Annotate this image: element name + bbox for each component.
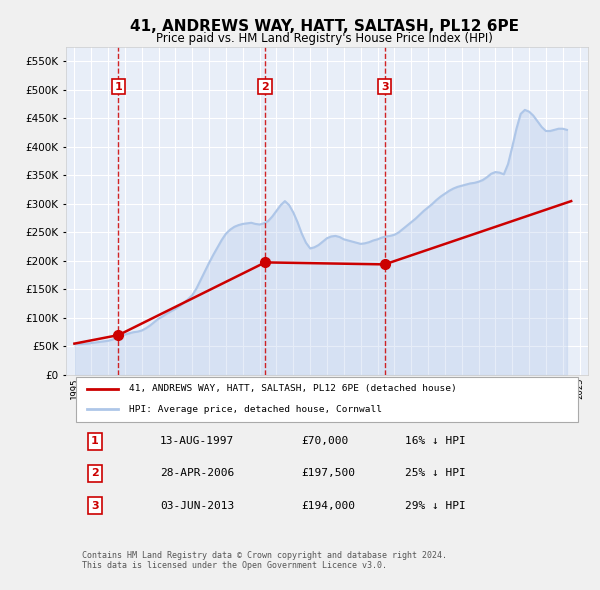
Text: 03-JUN-2013: 03-JUN-2013 [160,500,234,510]
Text: 2: 2 [91,468,98,478]
Text: 13-AUG-1997: 13-AUG-1997 [160,437,234,447]
Text: 3: 3 [381,81,388,91]
Text: 3: 3 [91,500,98,510]
FancyBboxPatch shape [76,378,578,422]
Text: Contains HM Land Registry data © Crown copyright and database right 2024.
This d: Contains HM Land Registry data © Crown c… [82,550,446,570]
Text: 1: 1 [91,437,98,447]
Text: £194,000: £194,000 [301,500,355,510]
Text: £197,500: £197,500 [301,468,355,478]
Text: 28-APR-2006: 28-APR-2006 [160,468,234,478]
Text: £70,000: £70,000 [301,437,348,447]
Text: 25% ↓ HPI: 25% ↓ HPI [406,468,466,478]
Text: 41, ANDREWS WAY, HATT, SALTASH, PL12 6PE (detached house): 41, ANDREWS WAY, HATT, SALTASH, PL12 6PE… [128,384,457,394]
Text: 41, ANDREWS WAY, HATT, SALTASH, PL12 6PE: 41, ANDREWS WAY, HATT, SALTASH, PL12 6PE [130,19,518,34]
Text: 1: 1 [115,81,122,91]
Text: 16% ↓ HPI: 16% ↓ HPI [406,437,466,447]
Text: Price paid vs. HM Land Registry's House Price Index (HPI): Price paid vs. HM Land Registry's House … [155,32,493,45]
Text: HPI: Average price, detached house, Cornwall: HPI: Average price, detached house, Corn… [128,405,382,414]
Text: 29% ↓ HPI: 29% ↓ HPI [406,500,466,510]
Text: 2: 2 [261,81,269,91]
